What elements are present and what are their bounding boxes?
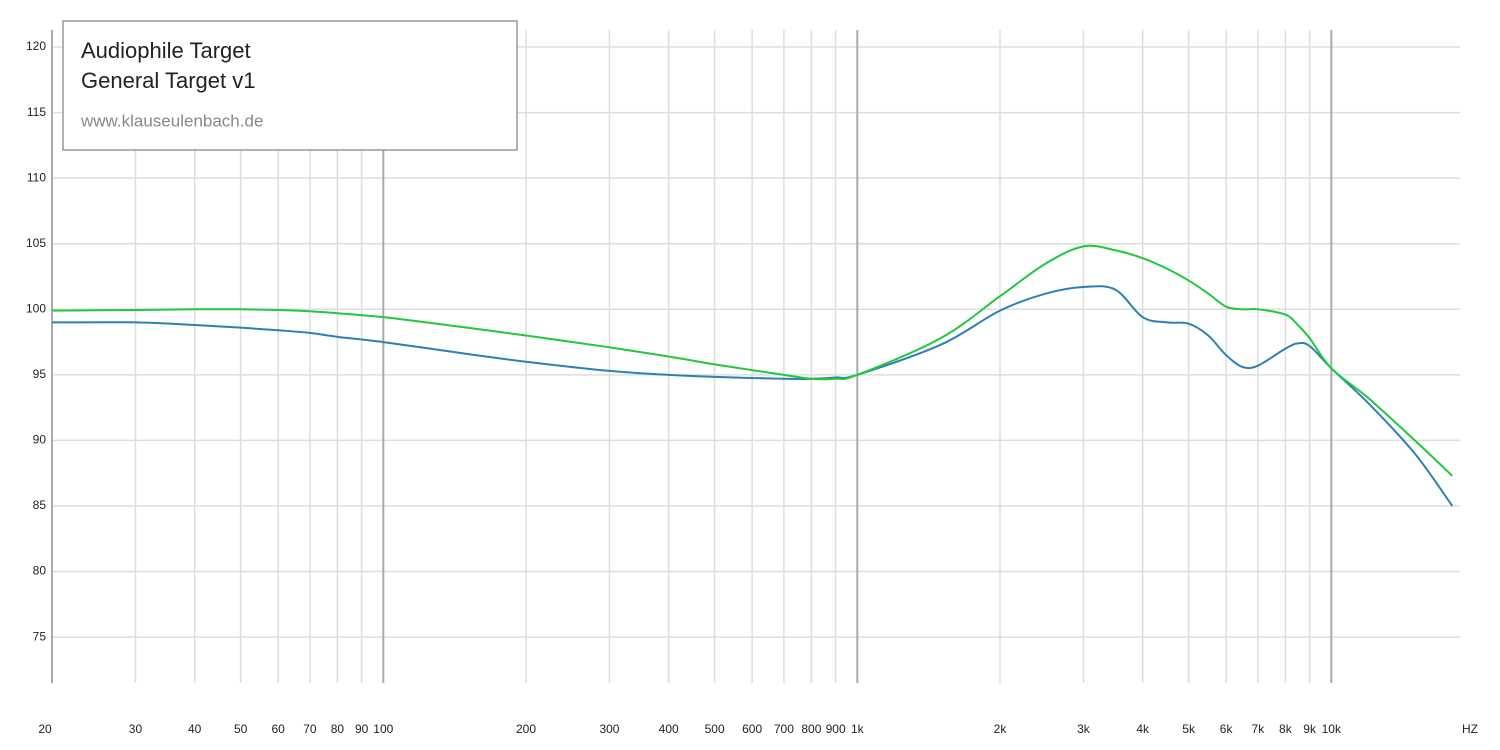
- x-tick-label: 5k: [1182, 722, 1196, 736]
- x-tick-label: 40: [188, 722, 202, 736]
- x-tick-label: 70: [303, 722, 317, 736]
- y-tick-label: 115: [27, 105, 46, 119]
- legend-entry: Audiophile Target: [81, 38, 251, 63]
- x-tick-label: 4k: [1136, 722, 1150, 736]
- y-tick-label: 120: [26, 39, 46, 53]
- series-line: [51, 244, 1453, 477]
- x-tick-label: 50: [234, 722, 248, 736]
- x-tick-label: 10k: [1322, 722, 1342, 736]
- x-tick-label: 90: [355, 722, 369, 736]
- x-tick-label: 700: [774, 722, 794, 736]
- y-tick-label: 110: [27, 170, 46, 184]
- x-tick-label: 400: [659, 722, 679, 736]
- x-tick-label: 80: [331, 722, 345, 736]
- y-tick-label: 75: [33, 629, 47, 643]
- x-axis-label: HZ: [1462, 722, 1478, 736]
- y-tick-label: 95: [33, 367, 47, 381]
- y-tick-label: 90: [33, 433, 47, 447]
- series-line: [51, 285, 1454, 507]
- tick-labels: 75 80 85 90 95 100 105 110 115 120 20 30 40 50 60 70 80 9…: [26, 39, 1342, 736]
- x-tick-label: 500: [705, 722, 725, 736]
- x-tick-label: 20: [38, 722, 52, 736]
- x-tick-label: 3k: [1077, 722, 1091, 736]
- legend-box: [62, 20, 518, 151]
- legend-entry: General Target v1: [81, 68, 255, 93]
- y-tick-label: 80: [33, 564, 47, 578]
- legend-subtitle: www.klauseulenbach.de: [80, 111, 263, 130]
- x-tick-label: 7k: [1252, 722, 1266, 736]
- x-tick-label: 100: [373, 722, 393, 736]
- x-tick-label: 60: [271, 722, 285, 736]
- plot-lines: [51, 244, 1454, 507]
- x-tick-label: 1k: [851, 722, 865, 736]
- y-tick-label: 85: [33, 498, 47, 512]
- x-tick-label: 300: [599, 722, 619, 736]
- y-tick-label: 100: [26, 301, 46, 315]
- x-tick-label: 900: [826, 722, 846, 736]
- x-tick-label: 600: [742, 722, 762, 736]
- x-tick-label: 2k: [994, 722, 1008, 736]
- x-tick-label: 200: [516, 722, 536, 736]
- x-tick-label: 9k: [1303, 722, 1317, 736]
- x-tick-label: 6k: [1220, 722, 1234, 736]
- y-tick-label: 105: [26, 236, 46, 250]
- x-tick-label: 30: [129, 722, 143, 736]
- x-tick-label: 800: [801, 722, 821, 736]
- x-tick-label: 8k: [1279, 722, 1293, 736]
